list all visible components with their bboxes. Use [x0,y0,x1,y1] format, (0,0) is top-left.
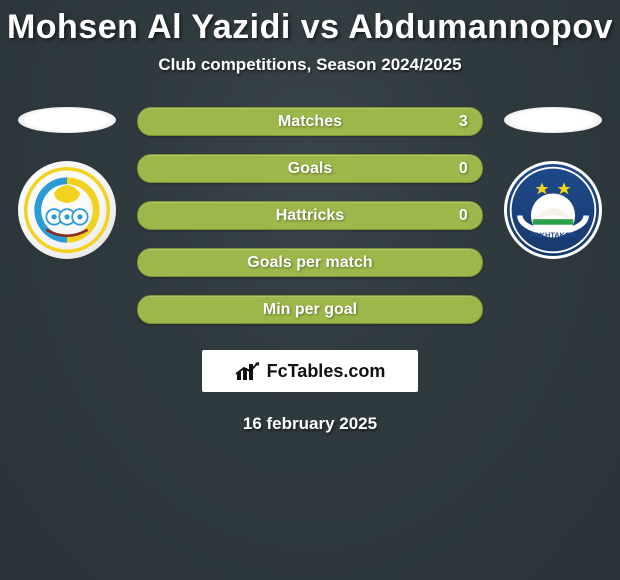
left-club-badge-svg [24,167,110,253]
right-avatar-placeholder [504,107,602,133]
stat-row-goals-per-match: Goals per match [137,248,483,277]
stat-value-right: 3 [459,113,468,131]
comparison-card: Mohsen Al Yazidi vs Abdumannopov Club co… [0,0,620,434]
stat-label: Matches [278,113,342,131]
stat-label: Goals per match [247,254,372,272]
stat-label: Hattricks [276,207,344,225]
stat-value-right: 0 [459,207,468,225]
brand-bars-icon [235,360,261,382]
left-club-badge [18,161,116,259]
stat-label: Goals [288,160,332,178]
svg-text:PAKHTAKOR: PAKHTAKOR [530,231,577,240]
right-club-badge: PAKHTAKOR [504,161,602,259]
main-row: Matches 3 Goals 0 Hattricks 0 Goals per … [0,107,620,324]
left-player-col [8,107,125,259]
stat-row-goals: Goals 0 [137,154,483,183]
brand-text: FcTables.com [267,361,386,382]
left-avatar-placeholder [18,107,116,133]
right-player-col: PAKHTAKOR [495,107,612,259]
stat-row-min-per-goal: Min per goal [137,295,483,324]
stats-col: Matches 3 Goals 0 Hattricks 0 Goals per … [137,107,483,324]
subtitle: Club competitions, Season 2024/2025 [0,55,620,75]
brand-box[interactable]: FcTables.com [202,350,418,392]
stat-row-hattricks: Hattricks 0 [137,201,483,230]
date-line: 16 february 2025 [0,414,620,434]
page-title: Mohsen Al Yazidi vs Abdumannopov [0,8,620,47]
stat-label: Min per goal [263,301,357,319]
right-club-badge-svg: PAKHTAKOR [507,164,599,256]
stat-value-right: 0 [459,160,468,178]
stat-row-matches: Matches 3 [137,107,483,136]
